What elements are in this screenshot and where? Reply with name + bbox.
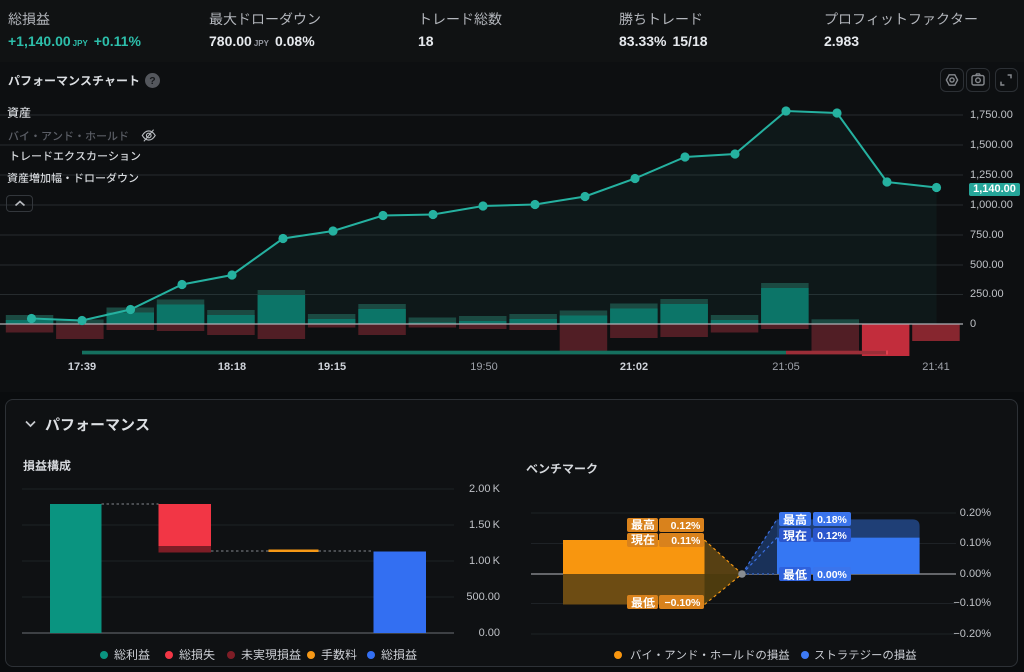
svg-text:?: ? (149, 75, 155, 87)
